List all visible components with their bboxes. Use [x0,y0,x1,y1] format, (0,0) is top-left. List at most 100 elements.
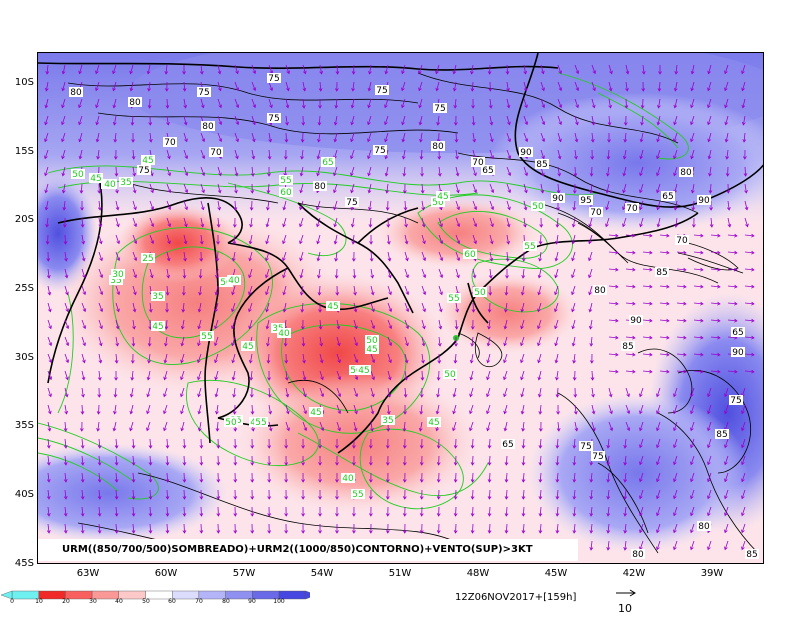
contour-label: 50 [220,278,232,288]
wind-vector [557,98,562,108]
wind-vector [249,251,253,261]
wind-vector [607,523,610,533]
wind-vector-head [367,138,371,143]
wind-vector [573,353,576,363]
wind-vector [741,64,746,74]
wind-vector-head [44,155,48,160]
wind-vector [132,234,137,244]
shaded-label: 75 [434,104,445,114]
wind-vector [607,472,610,482]
wind-vector-head [751,335,755,340]
wind-vector-head [97,496,102,500]
wind-vector [744,370,754,373]
wind-vector-head [734,369,738,374]
wind-vector [318,285,321,296]
wind-vector [319,387,324,397]
wind-vector [506,149,511,159]
wind-vector [741,421,746,431]
wind-vector-head [639,138,644,143]
wind-vector-head [673,427,677,432]
wind-vector-head [456,189,460,194]
contour-label-box [365,335,379,345]
wind-vector [217,64,221,74]
wind-vector-head [555,224,560,228]
wind-vector-head [353,291,357,296]
wind-vector [316,200,321,210]
wind-vector [676,319,686,322]
wind-vector [710,319,720,322]
contour-label: 40 [342,474,354,484]
wind-vector-head [683,318,687,323]
wind-vector-head [626,427,631,432]
wind-vector [489,455,491,466]
wind-vector-head [64,274,69,279]
wind-vector-head [572,479,577,483]
wind-vector [146,421,151,431]
wind-vector [538,370,542,380]
wind-vector [420,404,423,414]
shaded-label: 80 [70,88,82,98]
wind-vector [707,81,712,91]
shaded-label-box [591,451,605,461]
wind-vector-head [505,258,510,262]
wind-vector-head [490,206,495,211]
wind-vector-head [201,155,206,160]
wind-vector [521,285,525,295]
wind-vector [639,523,644,533]
wind-vector [591,166,593,177]
wind-vector-head [589,343,594,347]
wind-vector-head [649,233,653,238]
wind-vector-head [673,410,677,415]
contour-label: 55 [352,490,363,500]
wind-vector-head [353,427,358,432]
wind-vector-head [99,291,104,296]
wind-vector-head [707,427,711,432]
wind-vector [404,268,409,278]
wind-vector-head [320,376,324,381]
wind-vector [591,370,594,381]
wind-vector-head [197,325,202,330]
wind-vector-head [734,250,738,255]
wind-vector-head [78,104,82,109]
wind-vector [200,234,203,244]
wind-vector [197,370,202,380]
wind-vector-head [267,173,271,177]
wind-vector [181,421,185,431]
wind-vector [319,421,324,431]
wind-vector [656,506,661,516]
wind-vector-head [282,291,287,296]
wind-vector-head [700,233,704,238]
shaded-label: 80 [314,182,326,192]
wind-vector [690,489,695,499]
wind-vector [301,302,304,312]
vector-reference-label: 10 [618,602,632,615]
wind-vector [523,183,527,193]
wind-vector-head [666,335,670,340]
wind-vector-head [218,172,222,177]
wind-vector-head [98,342,103,347]
wind-vector-head [182,275,187,279]
wind-vector-head [623,547,628,551]
wind-vector-head [318,479,322,483]
wind-vector-head [615,352,619,357]
wind-vector [404,353,408,363]
wind-vector-head [337,376,342,381]
wind-vector-head [303,427,308,432]
wind-vector-head [571,291,575,296]
wind-vector [351,217,355,227]
wind-vector-head [724,444,728,449]
wind-vector [707,455,712,465]
wind-vector [506,115,510,125]
wind-vector [693,302,703,305]
wind-vector-head [234,172,239,177]
wind-vector-head [200,104,205,109]
wind-vector [165,319,168,330]
wind-vector-head [384,121,388,126]
wind-vector [198,404,202,414]
wind-vector [132,336,134,347]
wind-vector-head [717,352,721,357]
wind-vector-head [147,88,151,92]
wind-vector [265,268,270,278]
wind-vector [183,217,187,227]
wind-vector [625,285,635,288]
